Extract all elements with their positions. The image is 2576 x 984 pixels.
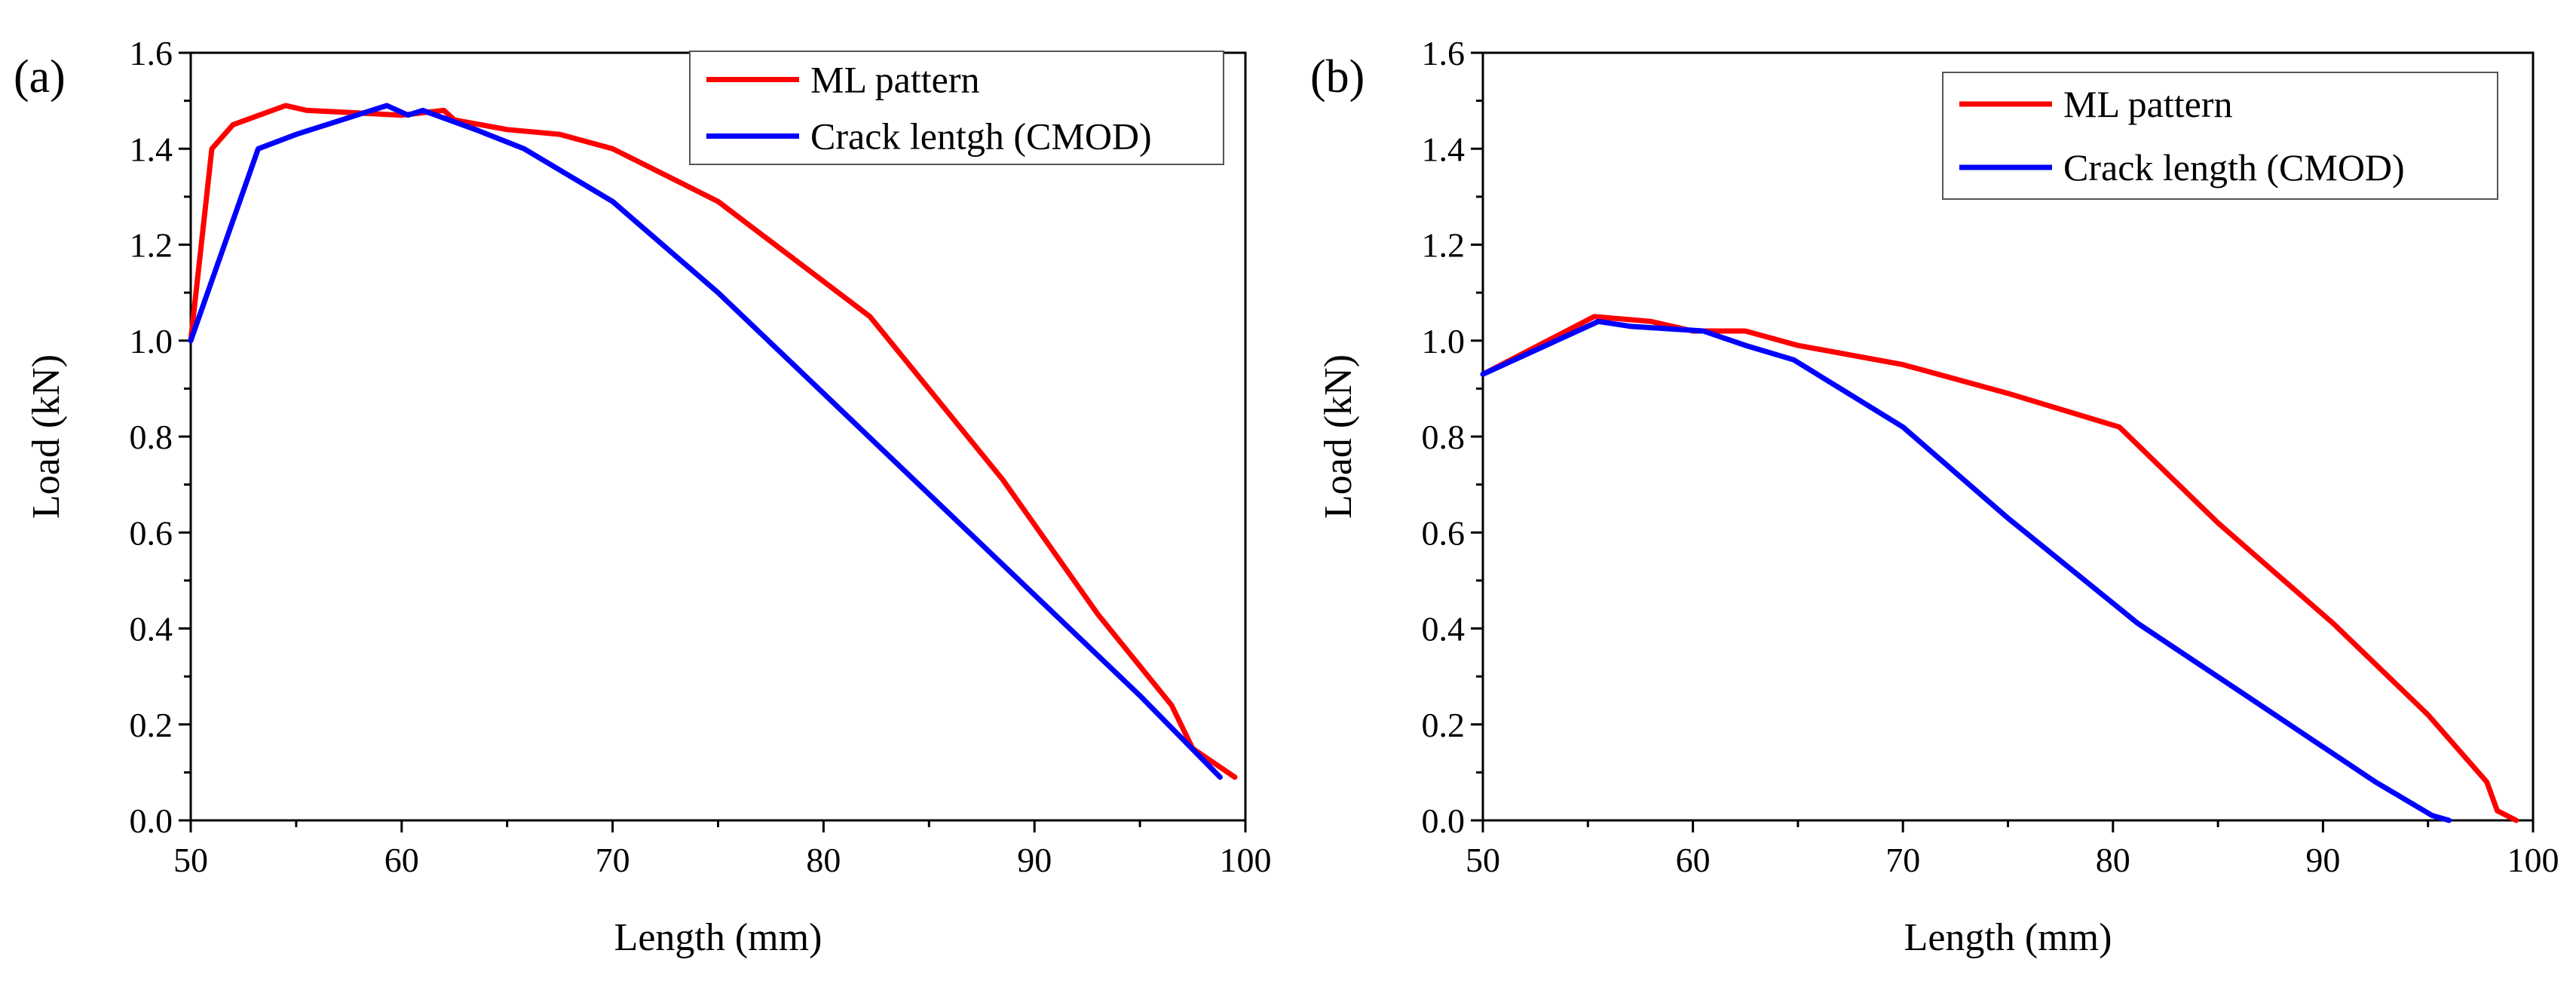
chart-0-y-tick-label: 0.0	[130, 802, 173, 840]
chart-0-legend-box	[689, 51, 1224, 165]
chart-0-x-tick-label: 100	[1220, 841, 1272, 879]
chart-1-x-tick-label: 90	[2305, 841, 2340, 879]
chart-1-y-tick-label: 1.6	[1422, 34, 1466, 72]
chart-1-y-tick-label: 1.2	[1422, 226, 1466, 265]
chart-0-legend: ML pattern Crack lentgh (CMOD)	[689, 51, 1224, 165]
chart-0-x-tick-label: 50	[173, 841, 208, 879]
chart-0-y-axis-title: Load (kN)	[25, 354, 68, 519]
chart-0-series-0-line	[188, 103, 1238, 780]
chart-0-y-tick-label: 0.2	[130, 706, 173, 744]
chart-1-series-1-line	[1480, 318, 2452, 823]
chart-1-y-tick-label: 0.2	[1422, 706, 1466, 744]
chart-1-x-tick-label: 100	[2507, 841, 2559, 879]
chart-0-y-tick-label: 1.6	[130, 34, 173, 72]
chart-0-y-tick-label: 1.4	[130, 130, 173, 168]
chart-1-y-tick-label: 0.4	[1422, 610, 1466, 648]
chart-1-y-tick-label: 0.8	[1422, 418, 1466, 456]
chart-1-x-tick-label: 50	[1466, 841, 1500, 879]
chart-1-legend-box	[1942, 72, 2498, 200]
chart-1-x-axis-title: Length (mm)	[1904, 916, 2112, 959]
chart-1-y-tick-label: 1.4	[1422, 130, 1466, 168]
chart-1-x-tick-label: 80	[2096, 841, 2130, 879]
chart-0-x-tick-label: 70	[596, 841, 630, 879]
chart-0-y-tick-label: 0.4	[130, 610, 173, 648]
chart-1-y-tick-label: 1.0	[1422, 322, 1466, 360]
chart-0: 50 60 70 80 90 100 0.0 0.2 0.4 0.6 0.8 1.0 1.2 1.4 1.6…	[14, 34, 1272, 959]
chart-1-panel-label: (b)	[1310, 51, 1365, 103]
chart-1-y-axis-title: Load (kN)	[1317, 354, 1360, 519]
chart-0-series-1-line	[188, 103, 1223, 780]
chart-1-legend-label-0: ML pattern	[2063, 83, 2232, 125]
chart-0-legend-label-1: Crack lentgh (CMOD)	[810, 115, 1152, 158]
chart-1-y-tick-label: 0.6	[1422, 513, 1466, 552]
chart-1-legend: ML pattern Crack length (CMOD)	[1942, 72, 2498, 200]
chart-0-y-tick-label: 0.6	[130, 513, 173, 552]
chart-0-x-tick-label: 60	[384, 841, 419, 879]
chart-1-y-tick-label: 0.0	[1422, 802, 1466, 840]
chart-1: 50 60 70 80 90 100 0.0 0.2 0.4 0.6 0.8 1.0 1.2 1.4 1.6…	[1310, 34, 2559, 959]
chart-0-x-tick-label: 80	[806, 841, 841, 879]
chart-1-series-0-line	[1480, 314, 2519, 823]
chart-0-x-tick-label: 90	[1017, 841, 1052, 879]
chart-0-frame	[189, 51, 1247, 822]
chart-1-x-tick-label: 70	[1885, 841, 1920, 879]
chart-1-x-tick-label: 60	[1676, 841, 1711, 879]
chart-0-y-tick-label: 1.2	[130, 226, 173, 265]
chart-0-y-tick-label: 1.0	[130, 322, 173, 360]
chart-0-panel-label: (a)	[14, 51, 66, 103]
chart-0-y-tick-label: 0.8	[130, 418, 173, 456]
chart-0-legend-label-0: ML pattern	[810, 59, 979, 101]
chart-1-legend-label-1: Crack length (CMOD)	[2063, 146, 2405, 189]
chart-0-x-axis-title: Length (mm)	[614, 916, 822, 959]
